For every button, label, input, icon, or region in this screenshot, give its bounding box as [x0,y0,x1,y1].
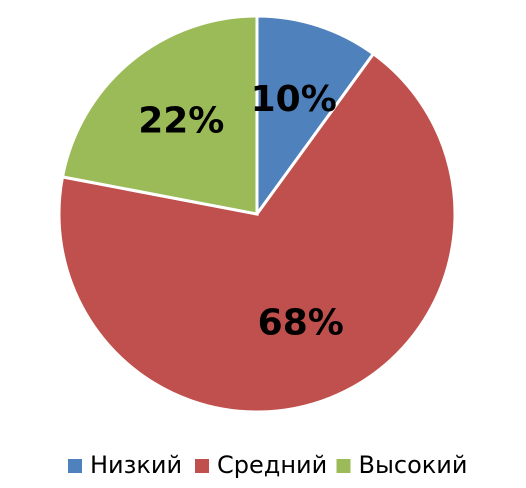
legend-swatch [336,459,351,473]
pie-slice [255,14,376,219]
value-label: 22% [138,100,224,141]
legend-label: Низкий [90,451,182,479]
pie-slice [57,51,457,414]
value-label: 68% [258,302,344,343]
pie-slice [60,14,259,216]
legend-swatch [195,459,209,473]
legend-label: Средний [217,451,327,479]
value-label: 10% [251,79,337,120]
legend-label: Высокий [359,451,468,479]
legend-swatch [68,459,82,473]
